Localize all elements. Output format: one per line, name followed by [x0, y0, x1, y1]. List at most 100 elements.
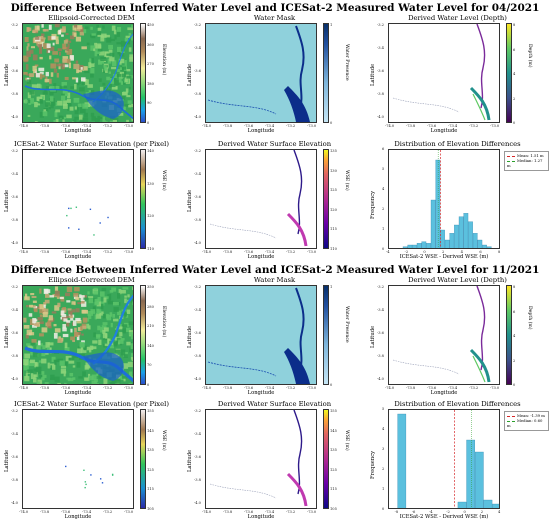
dem-cell — [77, 82, 80, 86]
y-tick-label: 1 — [382, 227, 385, 231]
dem-cell — [126, 95, 131, 98]
panel-water-mask-11: Water Mask -3.2 -3.4 -3.6 -3.8 -4.0 -74.0 -73.8… — [183, 276, 366, 398]
dem-cell — [77, 348, 83, 354]
dem-cell — [60, 368, 67, 374]
dem-cell — [32, 65, 37, 72]
colorbar-tick-label: 110 — [330, 247, 337, 251]
dem-cell — [96, 24, 100, 28]
dem-cell — [53, 68, 58, 73]
colorbar-tick-label: 6 — [513, 47, 516, 52]
dem-cell — [97, 44, 102, 50]
dem-cell — [50, 374, 55, 380]
dem-cell — [65, 33, 69, 36]
dem-cell — [51, 102, 56, 106]
dem-cell — [73, 97, 80, 103]
depth-deep-channel — [469, 348, 491, 383]
lat-tick-label: -3.2 — [11, 285, 18, 289]
dem-cell — [125, 88, 129, 93]
dem-cell — [44, 382, 49, 384]
x-tick-label: 8 — [498, 250, 501, 254]
dem-cell — [54, 58, 60, 63]
histogram-bar — [454, 224, 459, 248]
dem-cell — [108, 44, 113, 50]
dem-cell — [29, 359, 36, 364]
dem-cell — [75, 36, 82, 42]
dem-cell — [24, 293, 28, 300]
colorbar-tick-label: 145 — [147, 428, 154, 433]
dem-cell — [88, 298, 94, 304]
dem-cell — [114, 349, 121, 353]
lat-tick-label: -3.2 — [194, 409, 201, 413]
dem-cell — [109, 312, 113, 317]
dem-cell — [43, 308, 49, 315]
x-axis-label: Longitude — [247, 390, 275, 396]
dem-cell — [49, 86, 55, 91]
lat-tick-label: -3.6 — [377, 331, 384, 335]
colorbar-tick-label: 135 — [330, 448, 337, 453]
dem-cell — [124, 298, 127, 304]
dem-cell — [114, 80, 120, 86]
dem-cell — [81, 309, 87, 314]
colorbar-tick-label: 130 — [147, 181, 154, 186]
histogram-bar — [477, 239, 483, 248]
dem-cell — [62, 58, 68, 64]
dem-cell — [131, 116, 133, 122]
dem-cell — [82, 103, 89, 109]
dem-cell — [124, 37, 128, 42]
dem-cell — [105, 121, 108, 122]
dem-cell — [30, 46, 36, 49]
colorbar-tick-label: 0 — [513, 383, 516, 387]
dem-cell — [112, 301, 119, 306]
legend-mean-swatch — [507, 155, 515, 157]
colorbar-tick-label: 2 — [513, 358, 516, 363]
dem-cell — [40, 38, 44, 42]
dem-cell — [61, 34, 64, 37]
lon-tick-label: -73.8 — [40, 510, 50, 514]
dem-cell — [48, 315, 53, 321]
icesat-pixel — [68, 207, 70, 210]
dem-cell — [64, 76, 69, 81]
dem-cell — [131, 353, 133, 358]
histogram-bar — [407, 244, 413, 248]
dem-cell — [79, 383, 84, 384]
lat-tick-label: -3.6 — [194, 331, 201, 335]
dem-cell — [38, 40, 43, 46]
dem-cell — [106, 37, 112, 43]
dem-cell — [78, 26, 84, 32]
dem-cell — [75, 297, 80, 301]
icesat-pixel — [90, 474, 92, 476]
dem-cell — [122, 328, 126, 334]
dem-cell — [90, 67, 95, 74]
dem-cell — [88, 90, 92, 93]
depth-river — [476, 286, 486, 371]
dem-cell — [33, 368, 37, 375]
colorbar — [323, 149, 329, 249]
dem-cell — [88, 375, 94, 381]
dem-cell — [120, 81, 123, 85]
dem-cell — [59, 296, 64, 300]
dem-cell — [101, 33, 107, 38]
dem-cell — [99, 291, 105, 297]
panel-depth-11: Derived Water Level (Depth) -3.2 -3.4 -3.6 -… — [366, 276, 549, 398]
lat-tick-label: -4.0 — [194, 501, 201, 505]
colorbar-tick-label: 4 — [513, 334, 516, 338]
dem-cell — [27, 92, 31, 99]
dem-cell — [82, 66, 88, 71]
lon-tick-label: -73.2 — [103, 124, 113, 128]
dem-cell — [42, 75, 45, 78]
colorbar-tick-label: 0 — [147, 383, 150, 387]
dem-cell — [55, 109, 61, 113]
dem-cell — [47, 35, 54, 41]
dem-cell — [45, 86, 50, 90]
legend-median: Median: 0.60 m — [507, 418, 546, 428]
y-tick-label: 5 — [382, 167, 385, 171]
icesat-pixel — [101, 482, 104, 484]
lat-tick-label: -3.2 — [11, 409, 18, 413]
dem-cell — [36, 381, 40, 384]
dem-cell — [24, 36, 29, 43]
dem-cell — [54, 305, 60, 311]
dem-cell — [23, 55, 29, 62]
dem-cell — [114, 383, 120, 384]
x-tick-label: 4 — [498, 510, 501, 514]
histogram-svg — [397, 410, 499, 508]
